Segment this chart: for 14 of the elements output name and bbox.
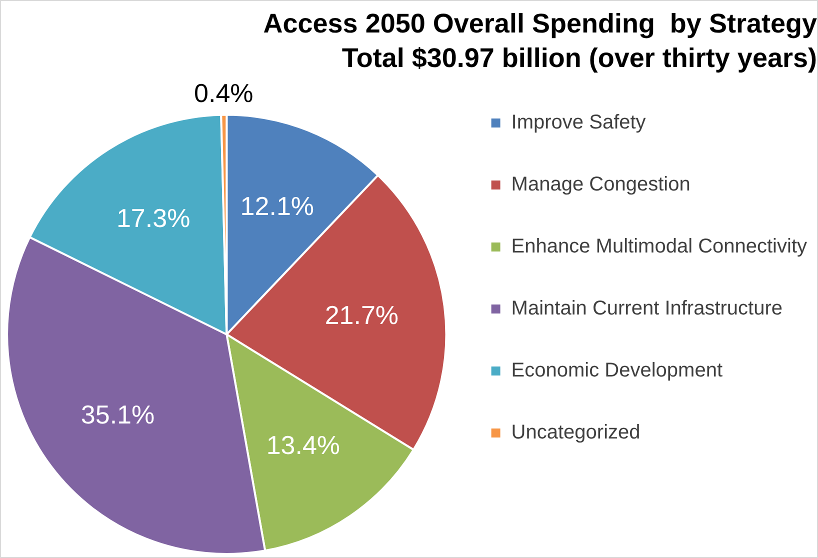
chart-title: Access 2050 Overall Spending by Strategy [263, 8, 817, 39]
data-label: 12.1% [240, 191, 314, 222]
data-label: 0.4% [194, 78, 254, 108]
data-label: 21.7% [324, 300, 399, 330]
legend-label: Enhance Multimodal Connectivity [511, 236, 807, 258]
data-label: 35.1% [80, 399, 155, 430]
legend-label: Maintain Current Infrastructure [511, 298, 783, 320]
data-label: 17.3% [116, 202, 190, 233]
legend-label: Improve Safety [511, 112, 646, 134]
legend-label: Manage Congestion [511, 174, 690, 196]
data-label: 13.4% [266, 430, 340, 460]
legend-label: Economic Development [511, 360, 723, 382]
legend-label: Uncategorized [511, 422, 640, 444]
chart-subtitle: Total $30.97 billion (over thirty years) [342, 43, 817, 74]
